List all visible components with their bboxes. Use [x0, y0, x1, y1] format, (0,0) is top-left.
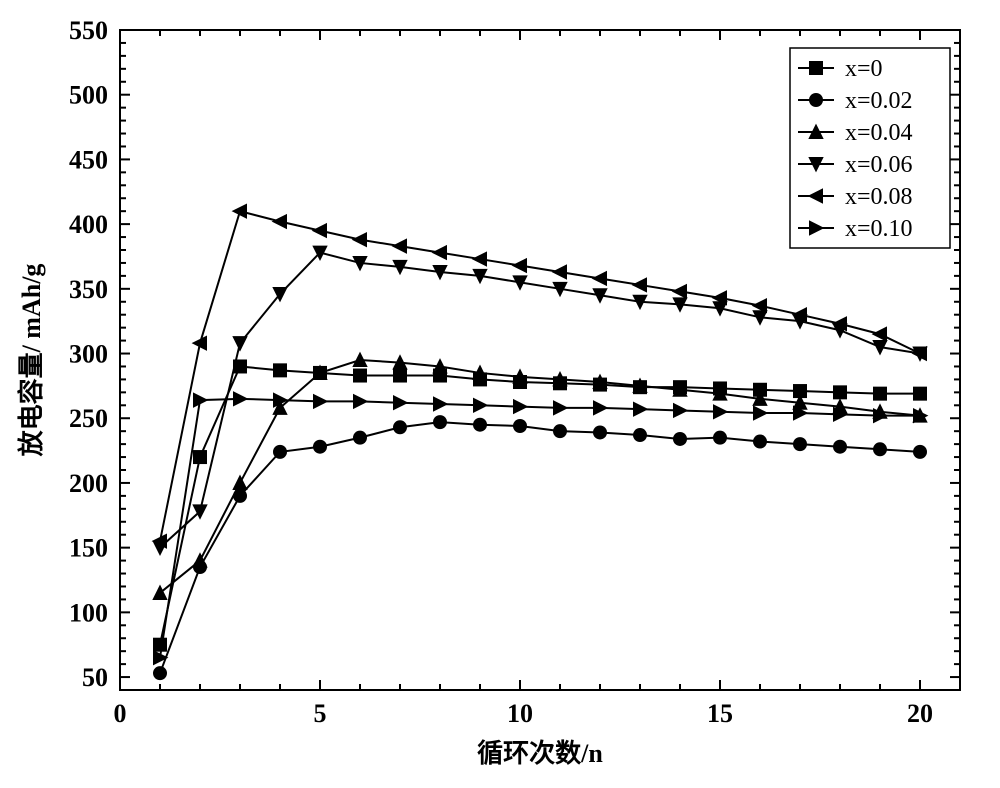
y-tick-label: 200 — [69, 469, 108, 498]
series-x=0.06 — [152, 246, 927, 556]
legend: x=0 x=0.02 x=0.04 x=0.06 x=0.08 x=0.10 — [790, 48, 950, 248]
x-tick-label: 0 — [114, 699, 127, 728]
y-tick-label: 500 — [69, 81, 108, 110]
y-tick-label: 250 — [69, 404, 108, 433]
y-tick-label: 400 — [69, 210, 108, 239]
x-tick-label: 10 — [507, 699, 533, 728]
y-tick-label: 100 — [69, 598, 108, 627]
legend-label: x=0.02 — [845, 88, 913, 114]
y-tick-label: 350 — [69, 275, 108, 304]
x-tick-label: 5 — [314, 699, 327, 728]
y-tick-label: 300 — [69, 340, 108, 369]
legend-label: x=0.06 — [845, 152, 913, 178]
series-x=0.08 — [152, 203, 927, 548]
chart-container: 0 5 10 15 20 50 100 150 200 250 300 350 400 450 500 550… — [0, 0, 1000, 788]
y-axis-title: 放电容量/ mAh/g — [16, 264, 46, 458]
series-x=0.10 — [153, 391, 928, 665]
x-tick-label: 20 — [907, 699, 933, 728]
y-tick-label: 450 — [69, 145, 108, 174]
x-axis-title: 循环次数/n — [477, 739, 603, 768]
series-x=0.02 — [153, 415, 927, 680]
series-x=0.04 — [152, 352, 927, 600]
x-tick-label: 15 — [707, 699, 733, 728]
y-tick-label: 550 — [69, 16, 108, 45]
legend-label: x=0.10 — [845, 216, 913, 242]
y-tick-label: 150 — [69, 534, 108, 563]
legend-label: x=0 — [845, 56, 883, 82]
y-tick-label: 50 — [82, 663, 108, 692]
legend-label: x=0.08 — [845, 184, 913, 210]
legend-label: x=0.04 — [845, 120, 913, 146]
line-chart: 0 5 10 15 20 50 100 150 200 250 300 350 400 450 500 550… — [0, 0, 1000, 788]
